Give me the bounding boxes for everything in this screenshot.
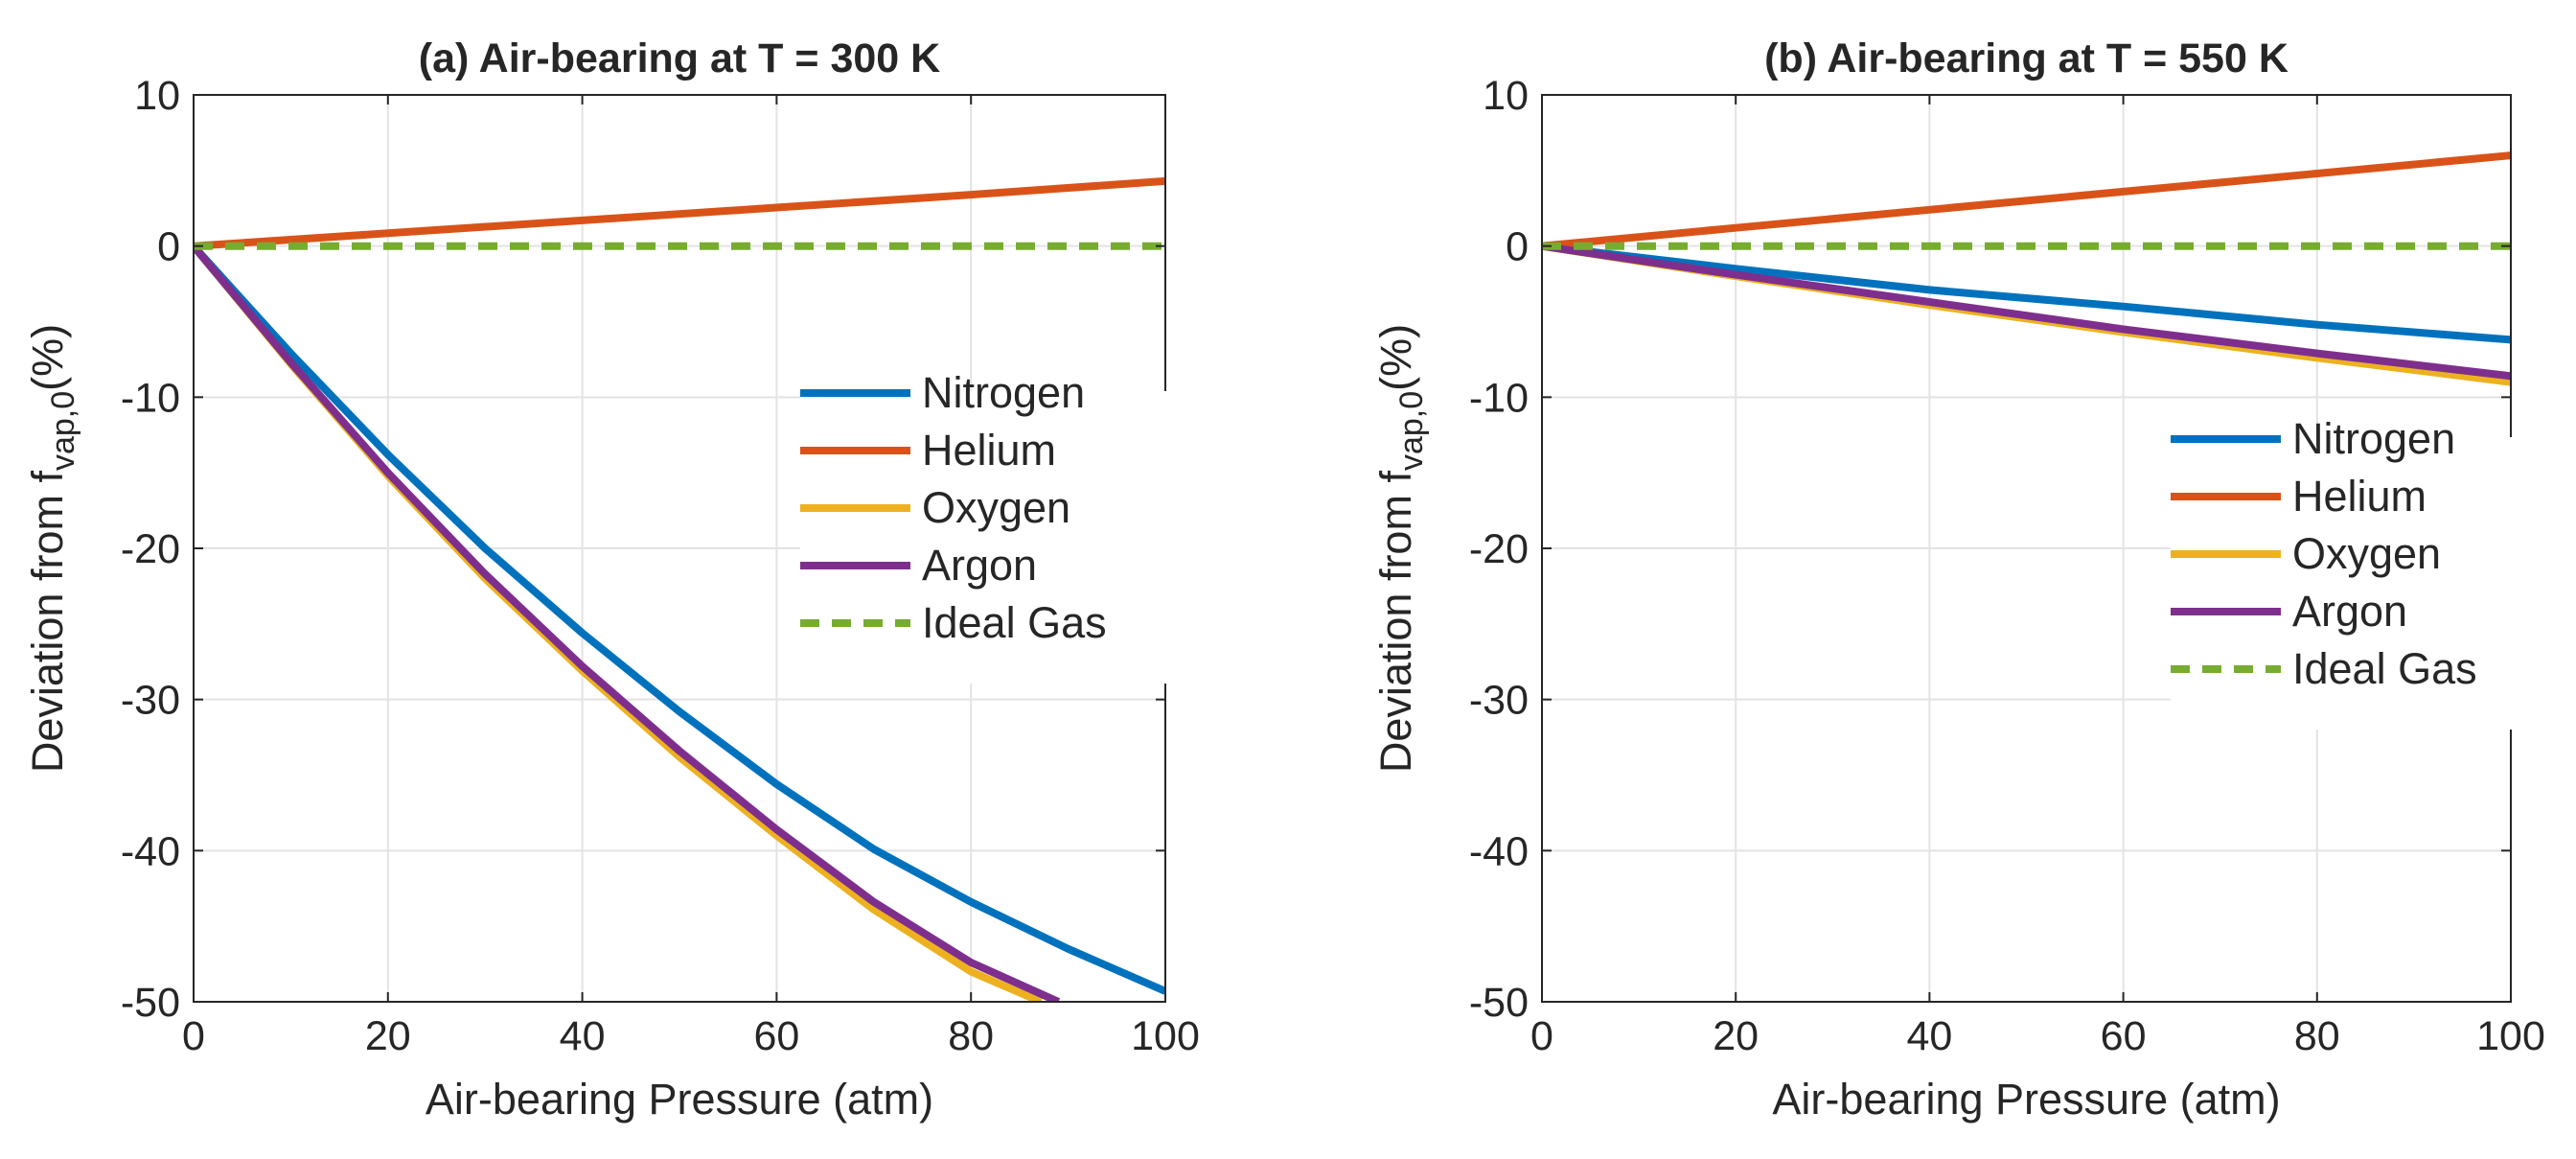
chart-b-y-tick-label: -30 — [1469, 678, 1529, 724]
chart-a-legend-label-argon: Argon — [922, 541, 1037, 590]
chart-b-title: (b) Air-bearing at T = 550 K — [1764, 35, 2288, 81]
chart-a-series-nitrogen — [194, 243, 1165, 995]
chart-b-x-tick-label: 40 — [1906, 1013, 1952, 1059]
chart-a-x-tick-label: 0 — [182, 1013, 205, 1059]
chart-a-y-axis-label-sub: vap,0 — [45, 391, 81, 471]
chart-b-legend-bg — [2171, 437, 2544, 730]
chart-b-x-tick-label: 0 — [1530, 1013, 1553, 1059]
chart-b-x-tick-label: 100 — [2476, 1013, 2545, 1059]
chart-a-x-tick-label: 20 — [365, 1013, 411, 1059]
chart-a-y-tick-label: -10 — [121, 375, 180, 421]
chart-a-y-axis-label: Deviation from fvap,0(%) — [23, 324, 81, 773]
chart-b-series-nitrogen — [1542, 242, 2511, 344]
chart-a-y-axis-label-tail: (%) — [23, 324, 72, 391]
chart-b-y-tick-label: -40 — [1469, 828, 1529, 874]
chart-b-y-axis-label: Deviation from fvap,0(%) — [1371, 324, 1430, 773]
chart-b-x-tick-label: 60 — [2101, 1013, 2147, 1059]
chart-a-series-group — [194, 176, 1165, 1002]
chart-b-y-tick-label: 0 — [1506, 224, 1529, 270]
chart-a-title: (a) Air-bearing at T = 300 K — [419, 35, 940, 81]
chart-b-legend-label-nitrogen: Nitrogen — [2292, 414, 2455, 463]
chart-a-x-tick-label: 100 — [1131, 1013, 1200, 1059]
chart-b-y-tick-label: -20 — [1469, 526, 1529, 572]
chart-b-x-tick-label: 80 — [2294, 1013, 2340, 1059]
chart-a-y-tick-label: -30 — [121, 678, 180, 724]
chart-b-y-tick-label: -50 — [1469, 980, 1529, 1026]
chart-b-y-tick-label: -10 — [1469, 375, 1529, 421]
chart-b-series-group — [1542, 151, 2511, 386]
chart-a-y-axis-label-main: Deviation from f — [23, 471, 72, 774]
chart-a-legend-label-nitrogen: Nitrogen — [922, 368, 1085, 417]
chart-a-y-tick-label: 10 — [134, 73, 180, 119]
chart-a-legend-bg — [800, 391, 1179, 684]
chart-a-x-tick-label: 60 — [753, 1013, 799, 1059]
chart-a-series-argon — [194, 243, 1061, 1002]
chart-a-y-tick-label: -20 — [121, 526, 180, 572]
chart-a-x-tick-label: 40 — [560, 1013, 606, 1059]
chart-b-y-axis-label-sub: vap,0 — [1393, 391, 1430, 471]
chart-b-x-tick-label: 20 — [1713, 1013, 1759, 1059]
chart-a-x-axis-label: Air-bearing Pressure (atm) — [426, 1075, 933, 1124]
chart-a-series-helium — [194, 176, 1165, 250]
chart-a-y-tick-label: -50 — [121, 980, 180, 1026]
chart-b-y-axis-label-tail: (%) — [1371, 324, 1420, 391]
chart-b-y-tick-label: 10 — [1483, 73, 1529, 119]
chart-b-legend-label-argon: Argon — [2292, 587, 2407, 636]
chart-b-y-axis-label-main: Deviation from f — [1371, 471, 1420, 774]
chart-b-x-axis-label: Air-bearing Pressure (atm) — [1772, 1075, 2280, 1124]
chart-a-legend-label-ideal-gas: Ideal Gas — [922, 598, 1107, 647]
chart-a-y-tick-label: -40 — [121, 828, 180, 874]
chart-b-series-helium — [1542, 151, 2511, 250]
chart-a-legend: Nitrogen Helium Oxygen Argon Ideal Gas — [800, 368, 1179, 684]
chart-a-legend-label-helium: Helium — [922, 426, 1056, 475]
chart-b-legend-label-oxygen: Oxygen — [2292, 529, 2441, 578]
chart-b-legend-label-ideal-gas: Ideal Gas — [2292, 644, 2477, 693]
chart-b-legend: Nitrogen Helium Oxygen Argon Ideal Gas — [2171, 414, 2544, 730]
chart-a-x-tick-label: 80 — [948, 1013, 994, 1059]
chart-b-legend-label-helium: Helium — [2292, 472, 2426, 521]
chart-b-series-argon — [1542, 242, 2511, 381]
chart-a-legend-label-oxygen: Oxygen — [922, 483, 1070, 532]
chart-a-y-tick-label: 0 — [157, 224, 180, 270]
